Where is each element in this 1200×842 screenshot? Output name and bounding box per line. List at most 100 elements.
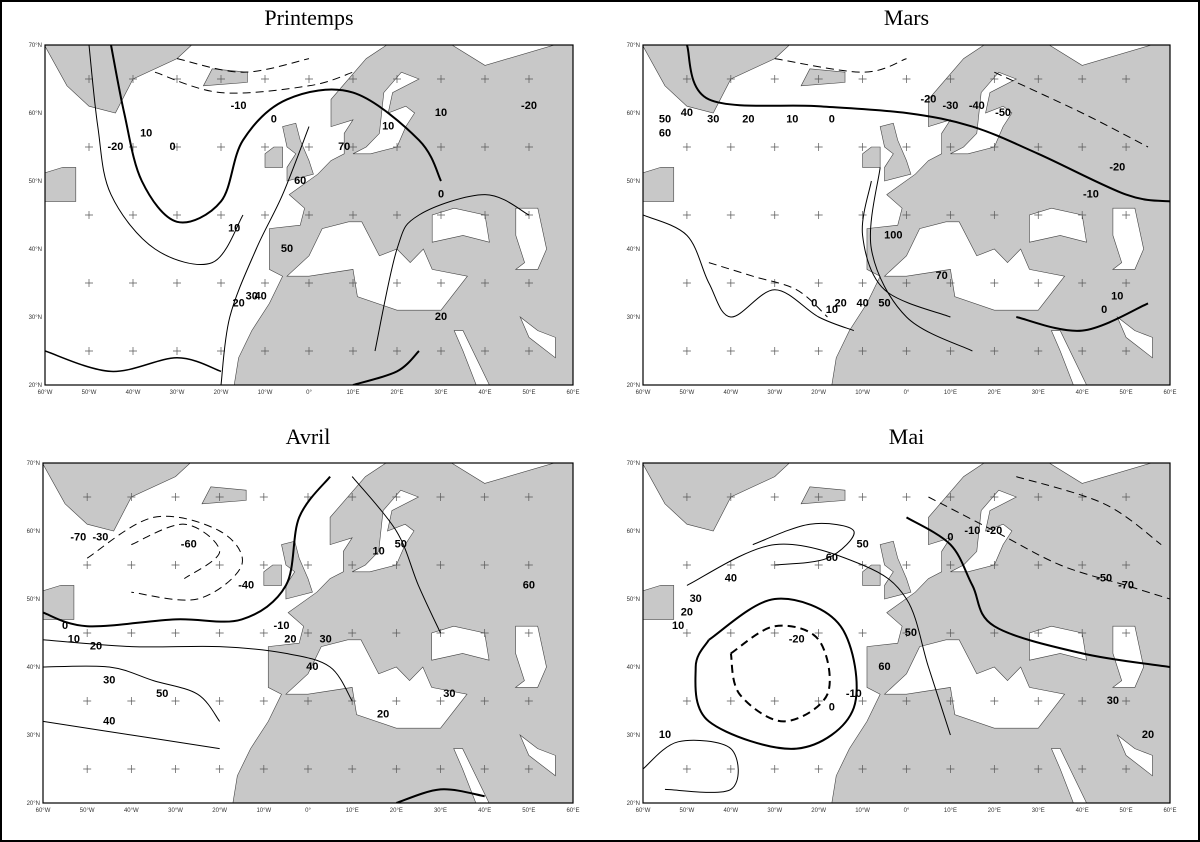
contour-line <box>43 639 353 702</box>
land <box>643 585 675 620</box>
contour-line <box>686 543 951 736</box>
lat-label: 20°N <box>27 801 40 807</box>
contour-label: 20 <box>284 634 296 646</box>
grid-cross <box>217 279 225 287</box>
contour-label: 70 <box>936 270 948 282</box>
lon-label: 40°E <box>478 808 491 814</box>
map-frame <box>642 462 1171 804</box>
grid-cross <box>726 347 735 355</box>
grid-cross <box>814 347 823 355</box>
grid-cross <box>902 629 911 637</box>
grid-cross <box>305 75 313 83</box>
grid-cross <box>726 561 735 569</box>
grid-cross <box>481 75 489 83</box>
lon-label: 10°W <box>256 808 271 814</box>
contour-label: 50 <box>281 243 293 255</box>
grid-cross <box>171 493 180 501</box>
contour-label: 20 <box>90 641 102 653</box>
lon-label: 40°E <box>478 390 491 396</box>
contour-label: 10 <box>786 114 798 126</box>
grid-cross <box>129 279 137 287</box>
contour-label: 20 <box>742 114 754 126</box>
grid-cross <box>437 279 445 287</box>
lon-label: 50°W <box>80 808 95 814</box>
water <box>519 734 556 777</box>
grid-cross <box>524 561 533 569</box>
grid-cross <box>946 347 955 355</box>
map-frame <box>642 44 1171 386</box>
lon-label: 60°W <box>636 390 651 396</box>
panel-title: Mai <box>889 424 924 449</box>
grid-cross <box>902 211 911 219</box>
contour-label: -10 <box>964 525 980 537</box>
grid-cross <box>83 697 92 705</box>
water <box>1050 748 1087 803</box>
grid-cross <box>814 561 823 569</box>
grid-cross <box>1034 279 1043 287</box>
grid-cross <box>902 765 911 773</box>
contour-label: 70 <box>338 141 350 153</box>
grid-cross <box>393 279 401 287</box>
grid-cross <box>946 279 955 287</box>
contour-label: 30 <box>443 688 455 700</box>
contour-line <box>131 523 221 580</box>
grid-cross <box>1122 493 1131 501</box>
lat-label: 20°N <box>627 801 640 807</box>
grid-cross <box>990 493 999 501</box>
grid-cross <box>770 765 779 773</box>
grid-cross <box>393 347 401 355</box>
grid-cross <box>726 629 735 637</box>
grid-cross <box>770 697 779 705</box>
grid-cross <box>524 493 533 501</box>
water <box>1112 207 1144 270</box>
contour-line <box>694 597 858 750</box>
water <box>1112 625 1144 688</box>
grid-cross <box>215 561 224 569</box>
grid-cross <box>1122 629 1131 637</box>
contour-label: 10 <box>382 121 394 133</box>
lon-label: 40°W <box>723 808 738 814</box>
contour-line <box>176 58 310 73</box>
grid-cross <box>682 561 691 569</box>
grid-cross <box>173 75 181 83</box>
grid-cross <box>1034 765 1043 773</box>
grid-cross <box>393 75 401 83</box>
lon-label: 60°W <box>636 808 651 814</box>
contour-line <box>708 262 828 318</box>
grid-cross <box>173 211 181 219</box>
contour-label: -10 <box>231 100 247 112</box>
lat-label: 50°N <box>627 597 640 603</box>
land <box>879 540 912 600</box>
grid-cross <box>1122 697 1131 705</box>
water <box>352 71 420 155</box>
grid-cross <box>726 697 735 705</box>
contour-label: 40 <box>725 573 737 585</box>
lon-label: 10°E <box>944 390 957 396</box>
grid-cross <box>726 75 735 83</box>
water <box>519 316 556 359</box>
water <box>514 207 547 270</box>
grid-cross <box>814 279 823 287</box>
grid-cross <box>437 143 445 151</box>
lon-label: 30°E <box>434 808 447 814</box>
grid-cross <box>1034 143 1043 151</box>
grid-cross <box>726 143 735 151</box>
grid-cross <box>85 347 93 355</box>
contour-label: 10 <box>672 620 684 632</box>
grid-cross <box>217 347 225 355</box>
grid-cross <box>946 629 955 637</box>
grid-cross <box>1034 629 1043 637</box>
grid-cross <box>524 697 533 705</box>
lat-label: 70°N <box>627 43 640 49</box>
grid-cross <box>902 347 911 355</box>
grid-cross <box>946 75 955 83</box>
lon-label: 20°E <box>390 808 403 814</box>
grid-cross <box>858 211 867 219</box>
grid-cross <box>814 629 823 637</box>
contour-line <box>643 214 854 332</box>
grid-cross <box>682 347 691 355</box>
contour-label: 50 <box>659 114 671 126</box>
grid-cross <box>946 561 955 569</box>
lat-label: 50°N <box>627 179 640 185</box>
